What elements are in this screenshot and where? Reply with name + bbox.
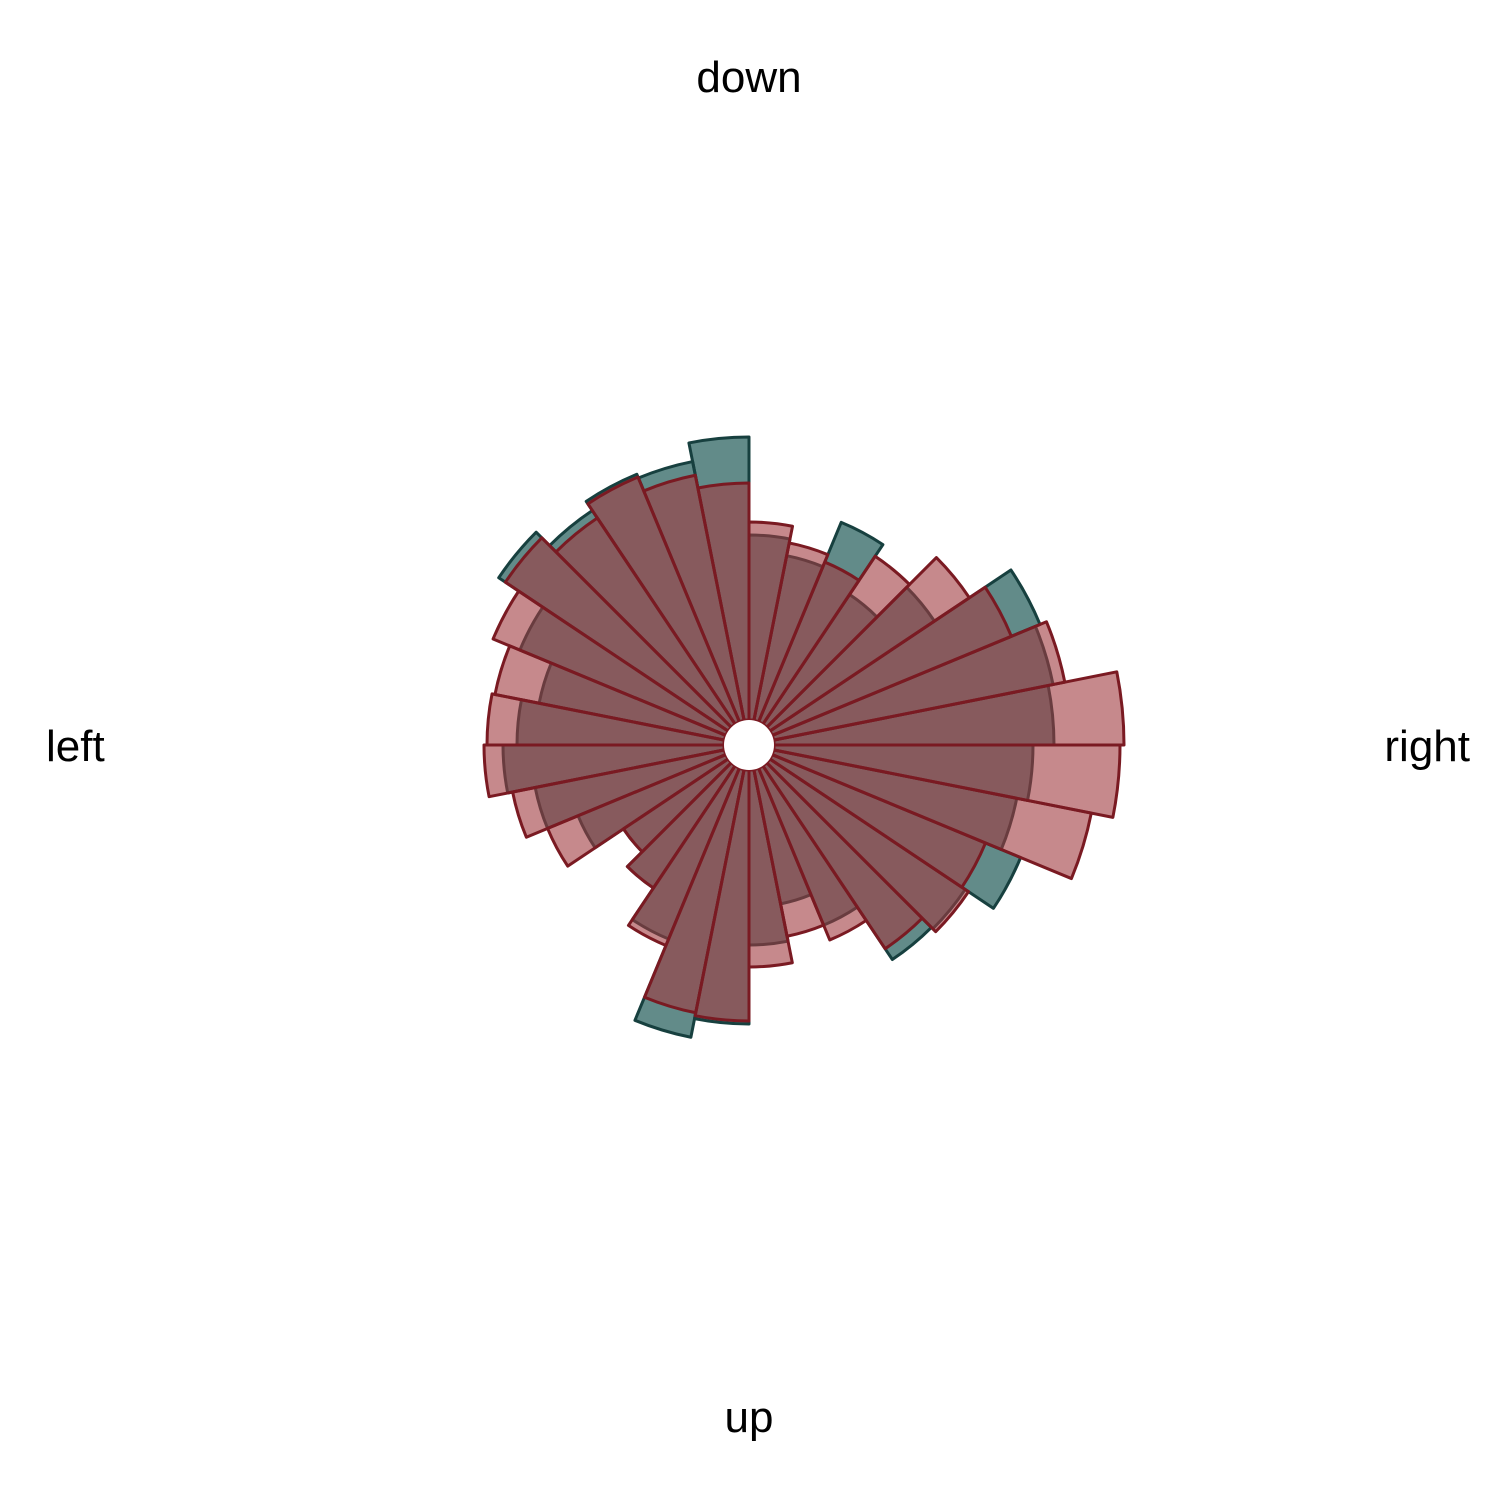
direction-label-right: right <box>1384 722 1470 771</box>
direction-label-bottom: up <box>725 1393 774 1442</box>
bars-layer <box>482 435 1126 1039</box>
center-hole <box>724 720 774 770</box>
direction-label-left: left <box>46 722 105 771</box>
direction-label-top: down <box>696 53 801 102</box>
